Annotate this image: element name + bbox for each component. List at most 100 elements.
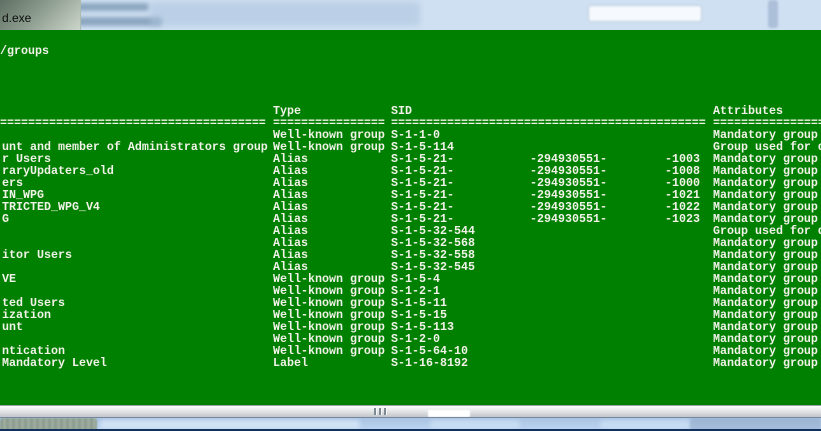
blurred-scrollbar-box — [428, 410, 470, 417]
group-attributes: Mandatory group — [713, 261, 818, 273]
blurred-status-text — [100, 420, 360, 429]
group-type: Well-known group — [273, 297, 385, 309]
separator-attributes: ================ — [713, 117, 821, 129]
table-separator-row: ====================================== ==… — [0, 117, 821, 129]
column-header-sid: SID — [391, 105, 412, 117]
group-attributes: Mandatory group — [713, 165, 818, 177]
sid-value: S-1-5-64-10 — [391, 345, 468, 357]
group-name-fragment: ntication — [2, 345, 65, 357]
group-type: Well-known group — [273, 333, 385, 345]
group-name-fragment: IN_WPG — [2, 189, 44, 201]
sid-value: S-1-16-8192 — [391, 357, 468, 369]
separator-name: ====================================== — [0, 117, 266, 129]
sid-value-end: -1023 — [665, 213, 700, 225]
sid-value-end: -1000 — [665, 177, 700, 189]
group-name-fragment: G — [2, 213, 9, 225]
splitter-grip-icon[interactable] — [374, 408, 388, 416]
sid-value: S-1-5-21- — [391, 213, 454, 225]
command-text: /groups — [0, 45, 49, 57]
table-row: ntication Well-known group S-1-5-64-10 Mand… — [0, 345, 821, 357]
group-type: Well-known group — [273, 309, 385, 321]
group-attributes: Group used for d — [713, 141, 821, 153]
background-window-strip: d.exe — [0, 0, 821, 30]
group-attributes: Mandatory group — [713, 201, 818, 213]
group-type: Label — [273, 357, 308, 369]
table-row: r Users Alias S-1-5-21- -294930551- -1003 Man… — [0, 153, 821, 165]
table-row: Mandatory Level Label S-1-16-8192 Mandatory… — [0, 357, 821, 369]
group-name-fragment: r Users — [2, 153, 51, 165]
sid-value: S-1-5-11 — [391, 297, 447, 309]
group-name-fragment: unt — [2, 321, 23, 333]
group-type: Alias — [273, 249, 308, 261]
blurred-status-text — [600, 420, 690, 429]
blurred-taskbar-button — [0, 418, 97, 431]
window-bottom-edge — [0, 429, 821, 431]
sid-value: S-1-5-21- — [391, 177, 454, 189]
console-titlebar-fragment[interactable]: d.exe — [0, 0, 81, 30]
group-type: Alias — [273, 201, 308, 213]
column-header-attributes: Attributes — [713, 105, 783, 117]
sid-value: S-1-2-1 — [391, 285, 440, 297]
group-attributes: Mandatory group — [713, 357, 818, 369]
console-output[interactable]: /groups Type SID Attributes ================… — [0, 30, 821, 405]
group-attributes: Mandatory group — [713, 333, 818, 345]
sid-value-middle: -294930551- — [530, 189, 607, 201]
window-title: d.exe — [2, 11, 32, 25]
sid-value: S-1-5-32-558 — [391, 249, 475, 261]
table-row: ted Users Well-known group S-1-5-11 Mandato… — [0, 297, 821, 309]
group-type: Well-known group — [273, 285, 385, 297]
group-type: Alias — [273, 165, 308, 177]
sid-value-end: -1008 — [665, 165, 700, 177]
group-type: Alias — [273, 189, 308, 201]
blank-line — [0, 93, 821, 105]
group-name-fragment: Mandatory Level — [2, 357, 107, 369]
group-attributes: Mandatory group — [713, 177, 818, 189]
group-name-fragment: itor Users — [2, 249, 72, 261]
bottom-bar — [0, 417, 821, 431]
group-attributes: Mandatory group — [713, 153, 818, 165]
sid-value-middle: -294930551- — [530, 201, 607, 213]
group-attributes: Group used for d — [713, 225, 821, 237]
table-row: VE Well-known group S-1-5-4 Mandatory group — [0, 273, 821, 285]
sid-value: S-1-5-113 — [391, 321, 454, 333]
group-name-fragment: unt and member of Administrators group — [2, 141, 268, 153]
group-attributes: Mandatory group — [713, 321, 818, 333]
group-type: Alias — [273, 153, 308, 165]
group-attributes: Mandatory group — [713, 189, 818, 201]
group-name-fragment: ization — [2, 309, 51, 321]
blurred-divider — [768, 0, 778, 28]
sid-value: S-1-5-15 — [391, 309, 447, 321]
group-attributes: Mandatory group — [713, 273, 818, 285]
group-attributes: Mandatory group — [713, 297, 818, 309]
group-type: Alias — [273, 225, 308, 237]
table-row: G Alias S-1-5-21- -294930551- -1023 Mandatory… — [0, 213, 821, 225]
group-type: Well-known group — [273, 345, 385, 357]
sid-value: S-1-5-114 — [391, 141, 454, 153]
separator-type: ================ — [273, 117, 385, 129]
sid-value-end: -1022 — [665, 201, 700, 213]
group-type: Alias — [273, 237, 308, 249]
group-name-fragment: VE — [2, 273, 16, 285]
group-attributes: Mandatory group — [713, 249, 818, 261]
blurred-menu-text — [44, 3, 149, 11]
table-row: raryUpdaters_old Alias S-1-5-21- -294930551… — [0, 165, 821, 177]
sid-value: S-1-5-21- — [391, 189, 454, 201]
sid-value: S-1-5-32-545 — [391, 261, 475, 273]
group-type: Well-known group — [273, 321, 385, 333]
group-type: Alias — [273, 261, 308, 273]
blurred-menu-text — [44, 17, 162, 26]
group-name-fragment: raryUpdaters_old — [2, 165, 114, 177]
sid-value-middle: -294930551- — [530, 165, 607, 177]
blurred-panel — [150, 2, 420, 26]
blurred-status-text — [430, 420, 520, 429]
column-header-type: Type — [273, 105, 301, 117]
group-type: Well-known group — [273, 273, 385, 285]
table-row: unt Well-known group S-1-5-113 Mandatory gr… — [0, 321, 821, 333]
group-name-fragment: TRICTED_WPG_V4 — [2, 201, 100, 213]
group-attributes: Mandatory group — [713, 345, 818, 357]
sid-value: S-1-5-32-568 — [391, 237, 475, 249]
blurred-field — [588, 5, 702, 22]
horizontal-scrollbar[interactable] — [0, 405, 821, 417]
group-attributes: Mandatory group — [713, 213, 818, 225]
